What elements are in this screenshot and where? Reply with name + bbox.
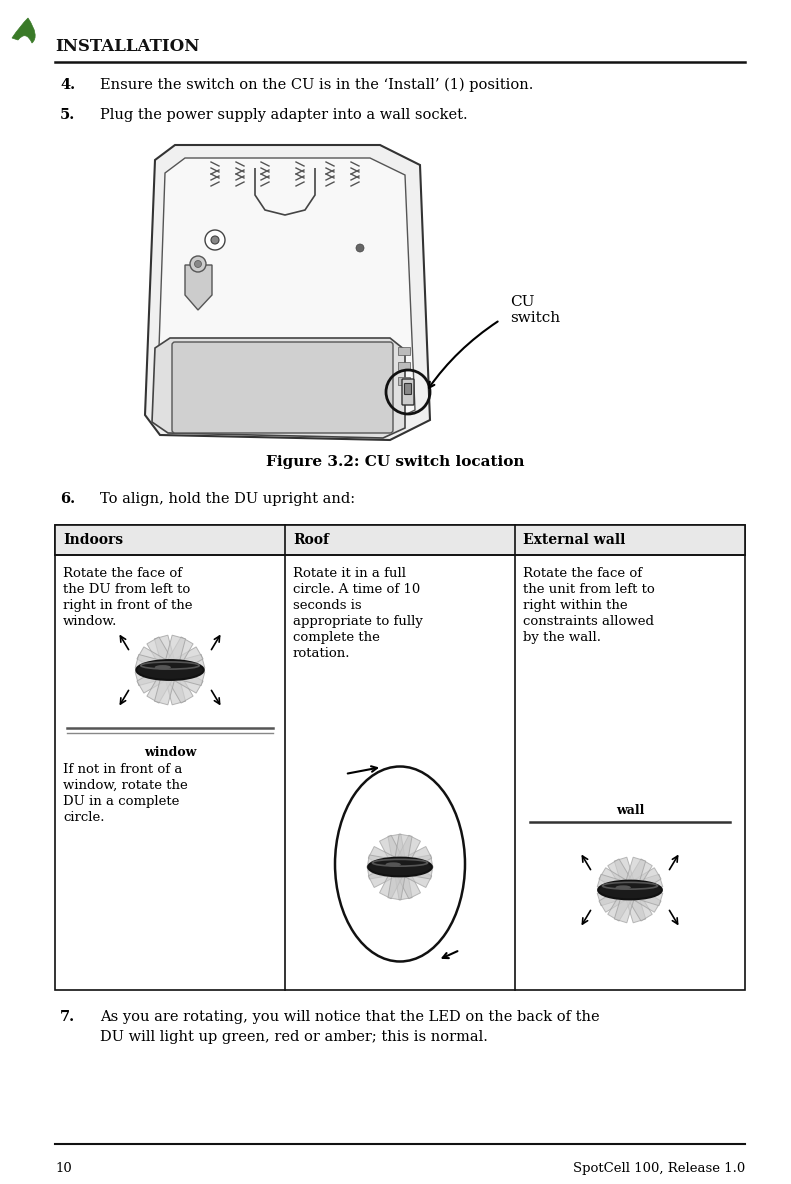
Ellipse shape: [155, 665, 171, 669]
Polygon shape: [137, 646, 203, 693]
Polygon shape: [380, 835, 421, 899]
Text: To align, hold the DU upright and:: To align, hold the DU upright and:: [100, 493, 355, 506]
Text: right in front of the: right in front of the: [63, 599, 192, 612]
Polygon shape: [380, 835, 421, 899]
Ellipse shape: [615, 886, 631, 889]
Text: If not in front of a: If not in front of a: [63, 762, 183, 776]
Text: appropriate to fully: appropriate to fully: [293, 614, 423, 628]
Text: 10: 10: [55, 1162, 72, 1175]
Polygon shape: [137, 646, 203, 693]
Text: by the wall.: by the wall.: [523, 631, 601, 644]
Text: DU in a complete: DU in a complete: [63, 794, 180, 807]
PathPatch shape: [12, 18, 36, 43]
FancyBboxPatch shape: [404, 384, 411, 394]
FancyBboxPatch shape: [172, 342, 393, 433]
Polygon shape: [597, 874, 663, 906]
Text: DU will light up green, red or amber; this is normal.: DU will light up green, red or amber; th…: [100, 1030, 488, 1044]
Polygon shape: [615, 857, 645, 922]
Polygon shape: [388, 834, 412, 900]
Text: Roof: Roof: [293, 533, 329, 547]
Polygon shape: [597, 874, 663, 906]
Ellipse shape: [136, 661, 204, 680]
Text: CU
switch: CU switch: [510, 295, 560, 326]
Polygon shape: [388, 834, 412, 900]
Circle shape: [190, 256, 206, 272]
Polygon shape: [154, 635, 186, 704]
Text: 6.: 6.: [60, 493, 75, 506]
Text: 5.: 5.: [60, 108, 75, 122]
Polygon shape: [152, 337, 405, 438]
Text: Plug the power supply adapter into a wall socket.: Plug the power supply adapter into a wal…: [100, 108, 467, 122]
Text: Figure 3.2: CU switch location: Figure 3.2: CU switch location: [266, 455, 524, 469]
Polygon shape: [135, 655, 205, 686]
Polygon shape: [607, 858, 653, 921]
Text: complete the: complete the: [293, 631, 380, 644]
Text: window.: window.: [63, 614, 117, 628]
Ellipse shape: [385, 862, 401, 867]
Circle shape: [205, 230, 225, 250]
Text: circle.: circle.: [63, 811, 104, 824]
Text: Rotate the face of: Rotate the face of: [63, 567, 182, 580]
FancyBboxPatch shape: [402, 379, 414, 405]
Text: the DU from left to: the DU from left to: [63, 583, 191, 596]
Bar: [55, 525, 745, 555]
Polygon shape: [367, 855, 433, 879]
Polygon shape: [145, 144, 430, 440]
Text: 7.: 7.: [60, 1010, 75, 1024]
Text: SpotCell 100, Release 1.0: SpotCell 100, Release 1.0: [573, 1162, 745, 1175]
Polygon shape: [369, 847, 432, 888]
Text: External wall: External wall: [523, 533, 626, 547]
Text: circle. A time of 10: circle. A time of 10: [293, 583, 420, 596]
Polygon shape: [367, 855, 433, 879]
Polygon shape: [147, 637, 193, 703]
Bar: [398, 362, 410, 369]
Text: Rotate the face of: Rotate the face of: [523, 567, 642, 580]
Polygon shape: [135, 655, 205, 686]
Text: As you are rotating, you will notice that the LED on the back of the: As you are rotating, you will notice tha…: [100, 1010, 600, 1024]
Bar: [398, 377, 410, 385]
Polygon shape: [607, 858, 653, 921]
Polygon shape: [154, 635, 186, 704]
Circle shape: [211, 236, 219, 244]
Polygon shape: [599, 868, 661, 912]
Polygon shape: [185, 265, 212, 310]
Polygon shape: [615, 857, 645, 922]
Ellipse shape: [598, 881, 662, 900]
Text: 4.: 4.: [60, 78, 75, 92]
Ellipse shape: [368, 857, 432, 876]
Text: Indoors: Indoors: [63, 533, 123, 547]
Text: seconds is: seconds is: [293, 599, 361, 612]
Polygon shape: [599, 868, 661, 912]
Text: wall: wall: [616, 804, 644, 817]
Text: right within the: right within the: [523, 599, 627, 612]
Polygon shape: [369, 847, 432, 888]
Text: constraints allowed: constraints allowed: [523, 614, 654, 628]
Text: rotation.: rotation.: [293, 646, 350, 659]
Polygon shape: [147, 637, 193, 703]
Bar: [55, 525, 745, 990]
Text: INSTALLATION: INSTALLATION: [55, 38, 199, 54]
Text: window: window: [144, 746, 196, 759]
Polygon shape: [157, 157, 415, 427]
Text: Ensure the switch on the CU is in the ‘Install’ (1) position.: Ensure the switch on the CU is in the ‘I…: [100, 78, 533, 92]
Text: the unit from left to: the unit from left to: [523, 583, 655, 596]
Circle shape: [195, 260, 202, 268]
Text: window, rotate the: window, rotate the: [63, 779, 187, 792]
Circle shape: [356, 244, 364, 252]
Bar: [398, 347, 410, 355]
Text: Rotate it in a full: Rotate it in a full: [293, 567, 406, 580]
